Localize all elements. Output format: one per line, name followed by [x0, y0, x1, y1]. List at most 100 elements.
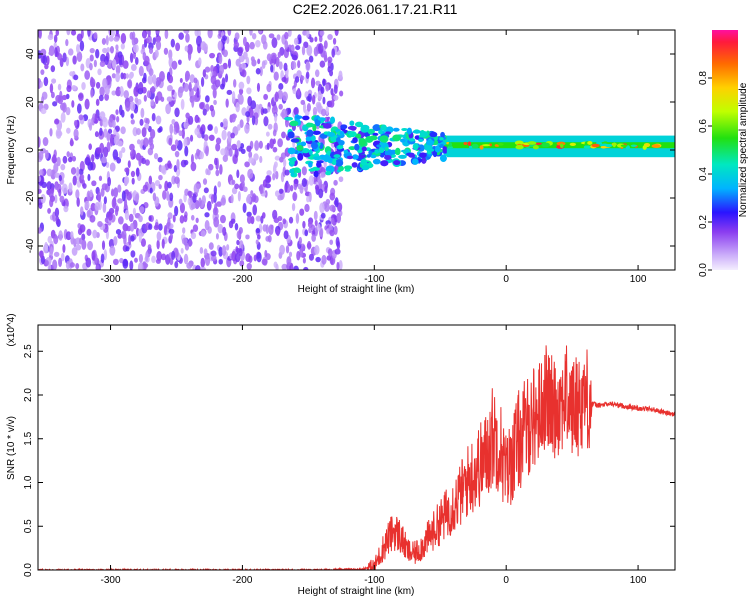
heatmap-cell: [129, 101, 136, 111]
spectrogram-heatmap: [38, 30, 675, 270]
spectrogram-x-label: Height of straight line (km): [298, 284, 415, 295]
heatmap-cell: [116, 156, 122, 164]
heatmap-cell: [138, 65, 144, 77]
heatmap-cell: [169, 232, 174, 241]
heatmap-cell: [182, 227, 186, 234]
heatmap-cell: [122, 258, 129, 269]
heatmap-cell: [178, 130, 183, 137]
heatmap-cell: [303, 266, 309, 270]
heatmap-cell: [210, 75, 217, 85]
heatmap-cell: [281, 131, 286, 139]
heatmap-cell: [38, 169, 44, 176]
heatmap-cell: [177, 59, 182, 65]
heatmap-cell: [69, 71, 75, 77]
heatmap-cell: [289, 120, 299, 127]
heatmap-cell: [412, 158, 419, 165]
heatmap-cell: [269, 138, 274, 149]
heatmap-cell: [372, 132, 379, 137]
heatmap-cell: [315, 256, 321, 263]
heatmap-cell: [133, 86, 139, 97]
heatmap-cell: [48, 189, 54, 198]
heatmap-cell: [295, 45, 301, 51]
heatmap-cell: [125, 246, 130, 252]
heatmap-cell: [115, 228, 122, 235]
heatmap-cell: [284, 182, 288, 193]
heatmap-cell: [283, 230, 289, 240]
heatmap-cell: [239, 119, 244, 129]
heatmap-cell: [143, 94, 147, 102]
heatmap-cell: [250, 56, 255, 62]
heatmap-cell: [442, 145, 448, 154]
heatmap-cell: [323, 159, 327, 169]
heatmap-cell: [376, 144, 382, 148]
heatmap-cell: [192, 193, 197, 204]
heatmap-cell: [49, 246, 54, 257]
heatmap-cell: [630, 144, 638, 147]
heatmap-cell: [114, 207, 119, 217]
heatmap-cell: [140, 107, 145, 119]
heatmap-cell: [122, 60, 129, 69]
heatmap-cell: [79, 224, 86, 233]
y-tick-label: 1.0: [23, 475, 34, 489]
heatmap-cell: [354, 143, 360, 151]
heatmap-cell: [38, 150, 44, 161]
heatmap-cell: [167, 181, 172, 189]
heatmap-cell: [214, 157, 218, 166]
heatmap-cell: [149, 187, 153, 194]
heatmap-cell: [99, 60, 106, 68]
heatmap-cell: [246, 145, 252, 152]
heatmap-cell: [259, 184, 264, 195]
heatmap-cell: [52, 101, 58, 107]
heatmap-cell: [210, 255, 217, 262]
heatmap-cell: [155, 115, 162, 125]
heatmap-cell: [245, 195, 252, 204]
heatmap-cell: [187, 115, 194, 125]
heatmap-cell: [115, 72, 121, 83]
heatmap-cell: [216, 79, 221, 88]
heatmap-cell: [239, 260, 245, 267]
snr-y-multiplier: (x10^4): [6, 313, 17, 346]
heatmap-cell: [263, 116, 269, 127]
heatmap-cell: [296, 89, 301, 96]
heatmap-cell: [319, 60, 326, 68]
heatmap-cell: [328, 100, 335, 108]
heatmap-cell: [214, 202, 218, 214]
spectrogram-y-axis: -40 -20 0 20 40: [25, 48, 675, 253]
heatmap-cell: [334, 248, 341, 255]
heatmap-cell: [231, 113, 237, 119]
heatmap-cell: [97, 220, 103, 228]
heatmap-cell: [180, 247, 184, 254]
heatmap-cell: [348, 146, 356, 151]
heatmap-cell: [139, 206, 145, 214]
heatmap-cell: [111, 73, 116, 79]
heatmap-cell: [112, 119, 116, 129]
heatmap-cell: [333, 179, 338, 186]
heatmap-cell: [157, 157, 163, 163]
heatmap-cell: [272, 209, 278, 220]
heatmap-cell: [219, 214, 226, 224]
heatmap-cell: [301, 177, 308, 188]
heatmap-cell: [99, 86, 105, 97]
heatmap-cell: [412, 130, 422, 134]
heatmap-cell: [244, 123, 250, 134]
heatmap-cell: [196, 35, 202, 47]
heatmap-cell: [81, 82, 86, 90]
y-tick-label: 0.0: [23, 563, 34, 577]
y-tick-label: 20: [25, 96, 36, 108]
heatmap-cell: [50, 65, 56, 73]
heatmap-cell: [418, 152, 427, 158]
heatmap-cell: [233, 41, 240, 48]
heatmap-cell: [308, 227, 312, 234]
heatmap-cell: [219, 64, 225, 75]
heatmap-cell: [124, 209, 130, 221]
heatmap-cell: [76, 103, 82, 114]
heatmap-cell: [287, 30, 292, 37]
heatmap-cell: [292, 191, 297, 202]
heatmap-cell: [296, 250, 301, 261]
heatmap-cell: [370, 154, 377, 159]
heatmap-cell: [118, 54, 123, 66]
heatmap-cell: [162, 190, 167, 200]
heatmap-cell: [213, 99, 217, 106]
heatmap-cell: [131, 35, 136, 46]
